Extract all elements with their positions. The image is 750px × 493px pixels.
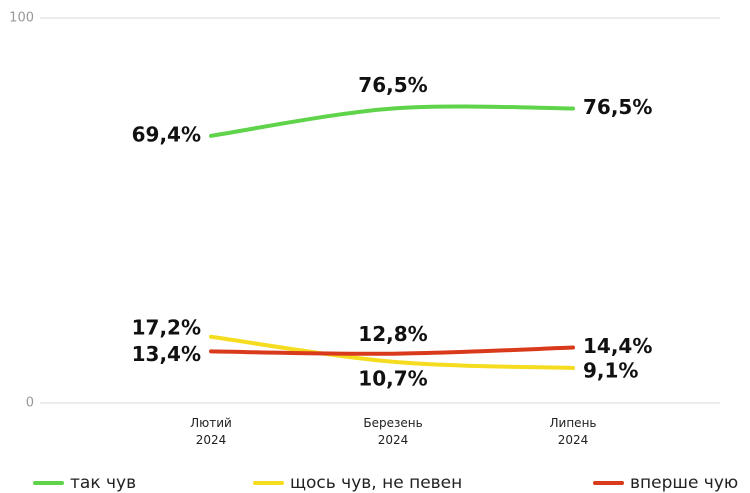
data-label: 13,4% xyxy=(132,342,201,366)
data-label: 69,4% xyxy=(132,122,201,146)
x-tick-line: Лютий xyxy=(190,416,232,430)
x-tick-line: 2024 xyxy=(196,433,227,447)
data-label: 12,8% xyxy=(358,322,427,346)
data-label: 76,5% xyxy=(583,95,652,119)
x-tick-label: Лютий 2024 xyxy=(190,416,232,447)
series-line xyxy=(209,345,575,356)
data-label: 10,7% xyxy=(358,366,427,390)
data-label: 76,5% xyxy=(358,73,427,97)
x-tick-line: 2024 xyxy=(378,433,409,447)
series-line xyxy=(209,104,575,138)
data-label: 17,2% xyxy=(132,315,201,339)
x-tick-label: Березень 2024 xyxy=(363,416,422,447)
data-label: 9,1% xyxy=(583,358,638,382)
legend-label: щось чув, не певен xyxy=(290,473,462,493)
y-tick-label: 0 xyxy=(26,396,34,411)
x-tick-line: Березень xyxy=(363,416,422,430)
series-line xyxy=(209,334,575,370)
x-tick-line: Липень xyxy=(550,416,597,430)
x-tick-line: 2024 xyxy=(558,433,589,447)
data-label: 14,4% xyxy=(583,334,652,358)
y-tick-label: 100 xyxy=(9,11,34,26)
legend-label: так чув xyxy=(70,473,136,493)
legend-label: вперше чую xyxy=(630,473,738,493)
x-tick-label: Липень 2024 xyxy=(550,416,597,447)
